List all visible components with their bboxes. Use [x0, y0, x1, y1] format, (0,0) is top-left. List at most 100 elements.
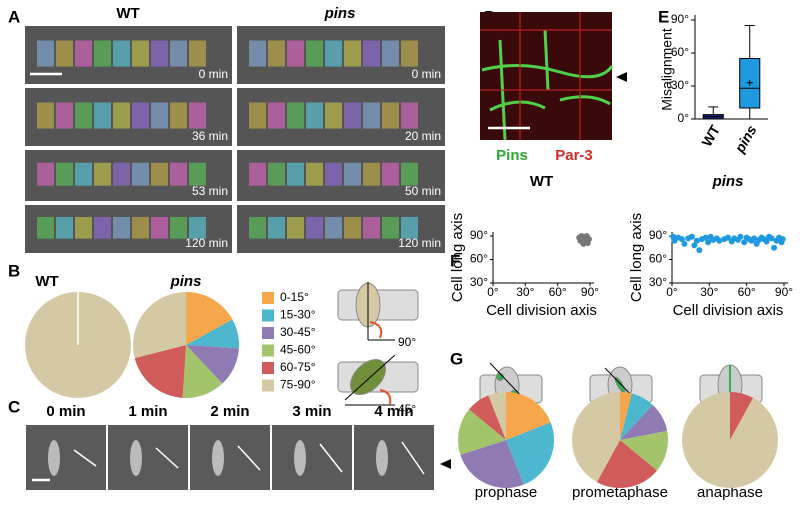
point: [681, 240, 688, 247]
time-label: 36 min: [192, 129, 228, 143]
cell: [382, 162, 399, 186]
y-axis-label: Cell long axis: [628, 213, 645, 302]
panel-label: F: [450, 251, 460, 270]
x-axis-label: Cell division axis: [673, 302, 784, 319]
chart-title: WT: [530, 173, 553, 190]
cell: [56, 40, 73, 67]
spindle-axis: [155, 447, 179, 469]
cell: [56, 162, 73, 186]
cell: [306, 217, 323, 239]
legend-swatch: [262, 379, 274, 392]
x-axis-label: Cell division axis: [486, 302, 597, 319]
cell: [75, 40, 92, 67]
pie-slice: [620, 431, 668, 471]
point: [779, 236, 786, 243]
y-tick-label: 30°: [671, 78, 689, 92]
pie-title: WT: [35, 273, 58, 290]
pie-title: pins: [170, 273, 202, 290]
legend-label: 75-90°: [280, 378, 316, 392]
panel-label: B: [8, 261, 20, 280]
point: [741, 239, 748, 246]
y-tick-label: 60°: [470, 252, 488, 266]
cell: [56, 217, 73, 239]
y-axis-label: Misalignment: [659, 28, 675, 111]
cell: [363, 40, 380, 67]
cell: [401, 217, 418, 239]
cell: [189, 217, 206, 239]
cell: [132, 162, 149, 186]
column-header: pins: [324, 5, 356, 22]
stain: [480, 12, 612, 140]
pie-slice: [186, 345, 239, 384]
y-tick-label: 0°: [678, 111, 690, 125]
pie-title: anaphase: [697, 484, 763, 501]
cell: [268, 102, 285, 129]
pie-slice: [506, 422, 554, 485]
stain: [481, 29, 614, 141]
cell: [268, 40, 285, 67]
y-tick-label: 90°: [649, 228, 667, 242]
cell: [151, 102, 168, 129]
point: [768, 235, 775, 242]
cell: [170, 162, 187, 186]
point: [688, 233, 695, 240]
cell: [325, 40, 342, 67]
cell: [306, 40, 323, 67]
cell: [189, 102, 206, 129]
pie-slice: [682, 392, 778, 488]
pie-slice: [730, 392, 754, 440]
point: [737, 233, 744, 240]
cell: [75, 102, 92, 129]
cell: [37, 162, 54, 186]
x-tick-label: 0°: [666, 285, 678, 299]
x-tick-label: 90°: [581, 285, 599, 299]
cell: [382, 217, 399, 239]
cell: [382, 40, 399, 67]
point: [702, 234, 709, 241]
cell: [325, 162, 342, 186]
time-label: 0 min: [46, 403, 85, 420]
cell: [344, 102, 361, 129]
pie-slice: [458, 409, 506, 455]
point: [584, 240, 591, 247]
time-label: 0 min: [412, 67, 441, 81]
cell: [401, 162, 418, 186]
cell: [132, 40, 149, 67]
spindle-axis: [401, 441, 425, 475]
panel-label: G: [450, 349, 463, 368]
pie-slice: [186, 292, 233, 345]
x-tick-label: 60°: [549, 285, 567, 299]
pie-slice: [488, 392, 506, 440]
panel-label: C: [8, 397, 20, 416]
cell: [344, 162, 361, 186]
cell: [56, 102, 73, 129]
cell: [94, 162, 111, 186]
legend-swatch: [262, 292, 274, 304]
time-label: 53 min: [192, 184, 228, 198]
time-label: 20 min: [405, 129, 441, 143]
point: [725, 234, 731, 241]
cell: [401, 40, 418, 67]
time-label: 120 min: [398, 236, 441, 250]
angle-label: 90°: [398, 335, 416, 349]
cell: [287, 102, 304, 129]
point: [716, 237, 723, 244]
legend-swatch: [262, 344, 274, 357]
spindle-axis: [237, 445, 261, 471]
cell: [268, 217, 285, 239]
x-tick-label: 30°: [700, 285, 718, 299]
legend-label: 0-15°: [280, 290, 309, 304]
micrographs-c: 0 min 1 min 2 min 3 min 4 min: [26, 403, 434, 490]
micrograph: [272, 425, 352, 490]
cell: [287, 40, 304, 67]
time-label: 3 min: [292, 403, 331, 420]
pie-slice: [186, 319, 240, 349]
division-diagram: [337, 282, 419, 406]
cell: [151, 217, 168, 239]
cell: [249, 217, 266, 239]
stain-label: Par-3: [555, 147, 593, 164]
cell: [363, 102, 380, 129]
cell: [132, 217, 149, 239]
cell: [249, 40, 266, 67]
y-tick-label: 90°: [470, 228, 488, 242]
